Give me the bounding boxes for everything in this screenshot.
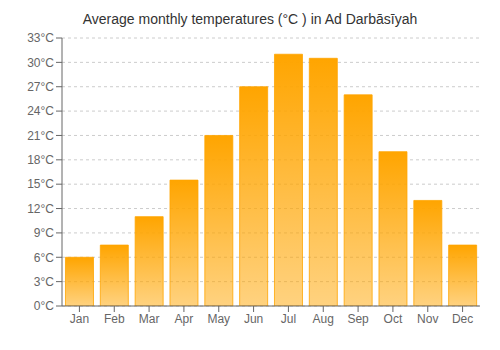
svg-text:Dec: Dec xyxy=(452,312,473,326)
svg-text:27°C: 27°C xyxy=(27,80,54,94)
svg-text:Feb: Feb xyxy=(104,312,125,326)
svg-text:21°C: 21°C xyxy=(27,129,54,143)
svg-text:18°C: 18°C xyxy=(27,153,54,167)
svg-text:3°C: 3°C xyxy=(34,275,54,289)
svg-text:Apr: Apr xyxy=(175,312,194,326)
svg-text:0°C: 0°C xyxy=(34,299,54,313)
svg-text:Oct: Oct xyxy=(384,312,403,326)
svg-text:9°C: 9°C xyxy=(34,226,54,240)
svg-text:Jun: Jun xyxy=(244,312,263,326)
html-text:Average monthly temperatures (: Average monthly temperatures (°C ) in Ad… xyxy=(82,11,418,27)
svg-text:30°C: 30°C xyxy=(27,56,54,70)
svg-text:6°C: 6°C xyxy=(34,251,54,265)
svg-text:Jul: Jul xyxy=(281,312,296,326)
svg-text:May: May xyxy=(207,312,230,326)
svg-text:Aug: Aug xyxy=(313,312,334,326)
svg-text:Jan: Jan xyxy=(70,312,89,326)
svg-text:12°C: 12°C xyxy=(27,202,54,216)
svg-text:Mar: Mar xyxy=(139,312,160,326)
svg-text:24°C: 24°C xyxy=(27,104,54,118)
svg-text:Sep: Sep xyxy=(347,312,369,326)
svg-text:15°C: 15°C xyxy=(27,177,54,191)
svg-text:33°C: 33°C xyxy=(27,31,54,45)
svg-text:Nov: Nov xyxy=(417,312,438,326)
